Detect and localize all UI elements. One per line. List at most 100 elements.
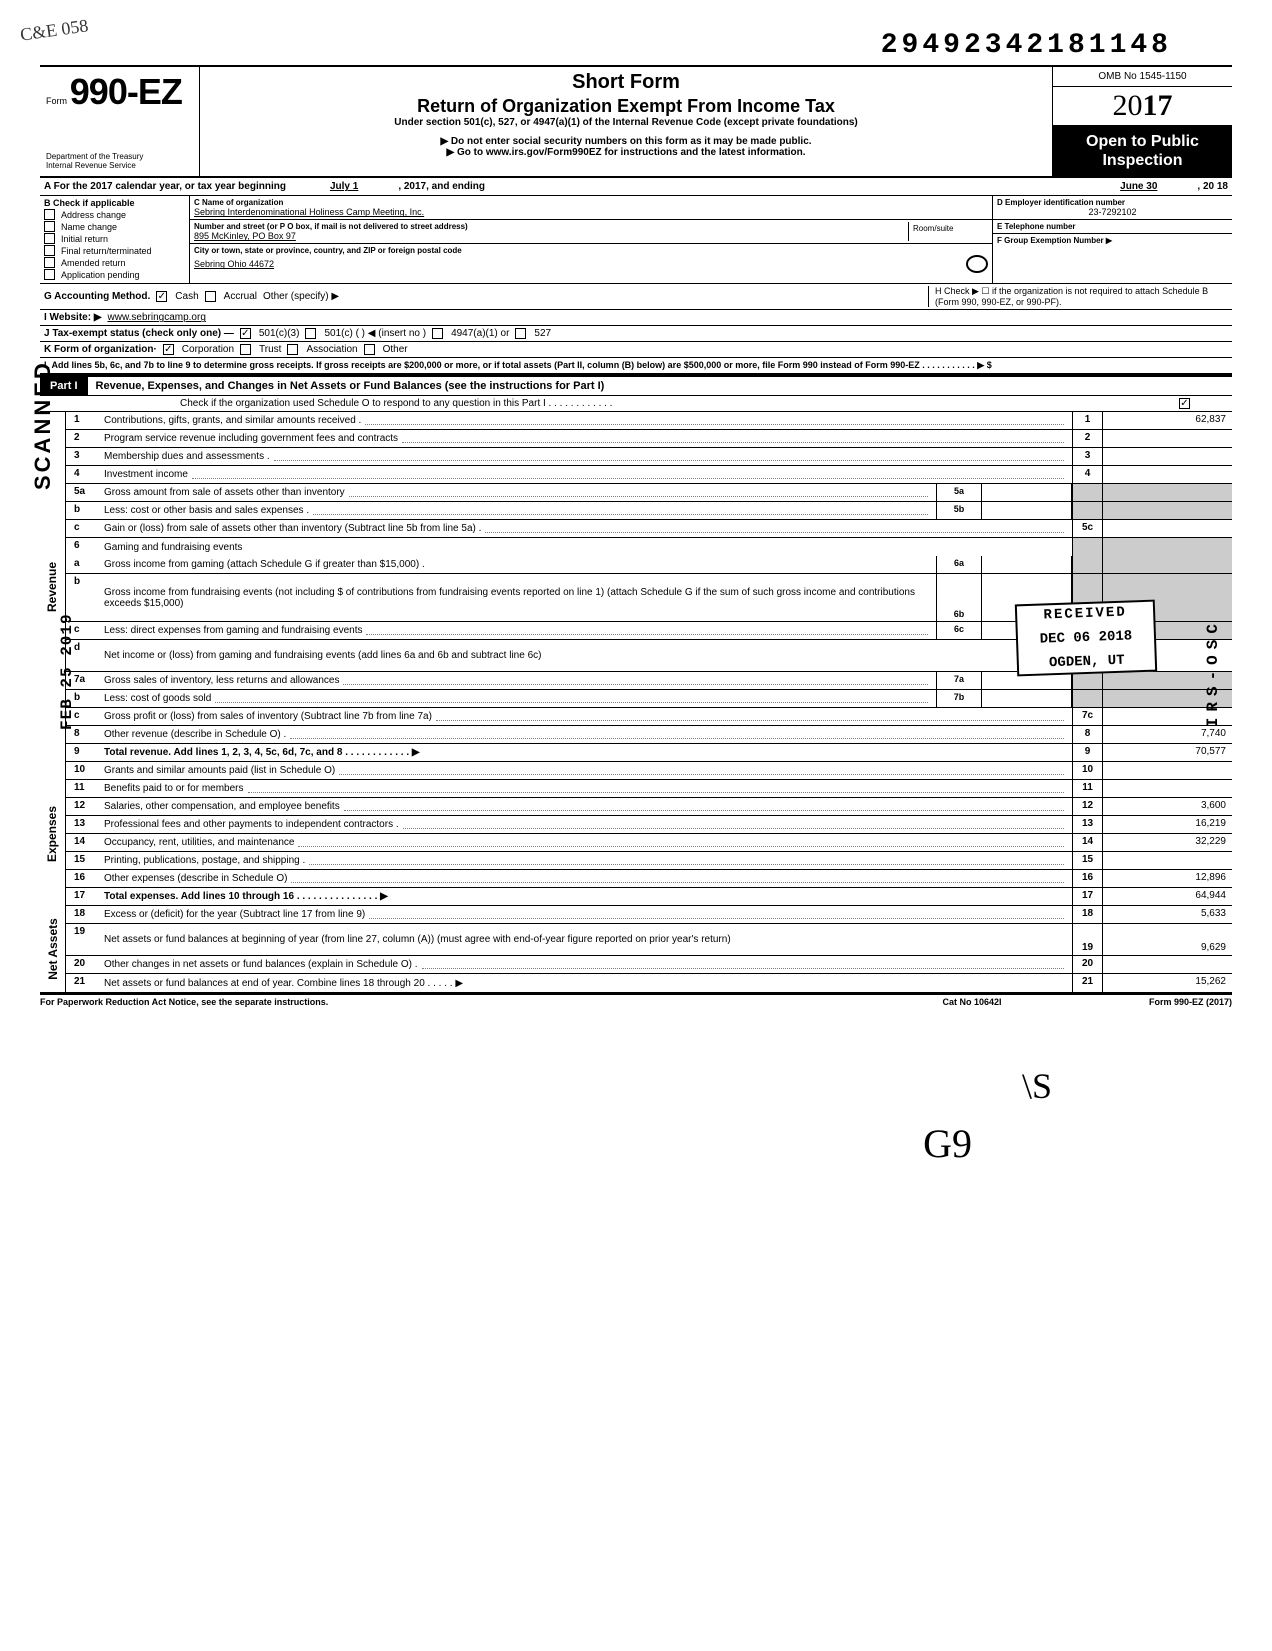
ssn-notice: ▶ Do not enter social security numbers o… bbox=[210, 136, 1042, 147]
line-3-desc: Membership dues and assessments . bbox=[104, 451, 270, 462]
l-text: L Add lines 5b, 6c, and 7b to line 9 to … bbox=[44, 360, 992, 371]
527-label: 527 bbox=[534, 328, 551, 339]
line-14-val: 32,229 bbox=[1102, 834, 1232, 851]
chk-app-pending[interactable]: Application pending bbox=[61, 270, 140, 280]
chk-accrual[interactable] bbox=[205, 291, 216, 302]
line-13-num: 13 bbox=[66, 816, 100, 833]
line-21-box: 21 bbox=[1072, 974, 1102, 992]
line-21-val: 15,262 bbox=[1102, 974, 1232, 992]
addr-label: Number and street (or P O box, if mail i… bbox=[194, 222, 908, 231]
line-2-val bbox=[1102, 430, 1232, 447]
b-header: B Check if applicable bbox=[44, 198, 185, 208]
line-6a-shade bbox=[1072, 556, 1102, 573]
line-19-num: 19 bbox=[66, 924, 100, 955]
line-6c-desc: Less: direct expenses from gaming and fu… bbox=[104, 625, 362, 636]
city-label: City or town, state or province, country… bbox=[194, 246, 988, 255]
line-8-box: 8 bbox=[1072, 726, 1102, 743]
chk-amended[interactable]: Amended return bbox=[61, 258, 126, 268]
corp-label: Corporation bbox=[182, 344, 234, 355]
scan-date-stamp: FEB 25 2019 bbox=[58, 613, 76, 730]
schedule-o-text: Check if the organization used Schedule … bbox=[180, 398, 1173, 409]
k-label: K Form of organization· bbox=[44, 344, 157, 355]
form-title: Return of Organization Exempt From Incom… bbox=[210, 96, 1042, 117]
website-value: www.sebringcamp.org bbox=[108, 312, 206, 323]
chk-initial-return[interactable]: Initial return bbox=[61, 234, 108, 244]
line-14-num: 14 bbox=[66, 834, 100, 851]
line-18-desc: Excess or (deficit) for the year (Subtra… bbox=[104, 909, 365, 920]
hand-circle bbox=[966, 255, 988, 273]
line-8-val: 7,740 bbox=[1102, 726, 1232, 743]
line-10-box: 10 bbox=[1072, 762, 1102, 779]
line-7a-desc: Gross sales of inventory, less returns a… bbox=[104, 675, 339, 686]
line-7c-desc: Gross profit or (loss) from sales of inv… bbox=[104, 711, 432, 722]
chk-501c-other[interactable] bbox=[305, 328, 316, 339]
scanned-stamp: SCANNED bbox=[30, 360, 56, 490]
line-5b-num: b bbox=[66, 502, 100, 519]
revenue-section: Revenue 1Contributions, gifts, grants, a… bbox=[40, 412, 1232, 762]
line-11-val bbox=[1102, 780, 1232, 797]
chk-name-change[interactable]: Name change bbox=[61, 222, 117, 232]
501c-other-label: 501(c) ( ) ◀ (insert no ) bbox=[324, 328, 426, 339]
h-check-text: H Check ▶ ☐ if the organization is not r… bbox=[928, 286, 1228, 307]
line-5b-desc: Less: cost or other basis and sales expe… bbox=[104, 505, 309, 516]
line-5a-mval bbox=[982, 484, 1072, 501]
501c3-label: 501(c)(3) bbox=[259, 328, 300, 339]
line-6a-desc: Gross income from gaming (attach Schedul… bbox=[104, 559, 425, 570]
line-6b-desc: Gross income from fundraising events (no… bbox=[104, 587, 932, 609]
row-j-tax-status: J Tax-exempt status (check only one) — 5… bbox=[40, 326, 1232, 342]
chk-association[interactable] bbox=[287, 344, 298, 355]
line-7a-mbox: 7a bbox=[936, 672, 982, 689]
line-2-desc: Program service revenue including govern… bbox=[104, 433, 398, 444]
line-5a-mbox: 5a bbox=[936, 484, 982, 501]
chk-address-change[interactable]: Address change bbox=[61, 210, 126, 220]
chk-other-org[interactable] bbox=[364, 344, 375, 355]
tax-year-end: June 30 bbox=[1120, 181, 1157, 192]
line-5c-num: c bbox=[66, 520, 100, 537]
line-2-box: 2 bbox=[1072, 430, 1102, 447]
row-a-label: A For the 2017 calendar year, or tax yea… bbox=[44, 181, 286, 192]
handwritten-g9: G9 bbox=[923, 1120, 972, 1167]
document-locator-number: 29492342181148 bbox=[40, 30, 1232, 61]
j-label: J Tax-exempt status (check only one) — bbox=[44, 328, 234, 339]
chk-schedule-o[interactable] bbox=[1179, 398, 1190, 409]
line-11-num: 11 bbox=[66, 780, 100, 797]
chk-cash[interactable] bbox=[156, 291, 167, 302]
line-9-num: 9 bbox=[66, 744, 100, 761]
line-3-num: 3 bbox=[66, 448, 100, 465]
chk-527[interactable] bbox=[515, 328, 526, 339]
chk-4947[interactable] bbox=[432, 328, 443, 339]
line-7b-shade bbox=[1072, 690, 1102, 707]
chk-corporation[interactable] bbox=[163, 344, 174, 355]
line-17-num: 17 bbox=[66, 888, 100, 905]
d-label: D Employer identification number bbox=[997, 198, 1228, 207]
paperwork-notice: For Paperwork Reduction Act Notice, see … bbox=[40, 997, 872, 1007]
chk-trust[interactable] bbox=[240, 344, 251, 355]
line-3-val bbox=[1102, 448, 1232, 465]
line-5b-shade-val bbox=[1102, 502, 1232, 519]
line-20-desc: Other changes in net assets or fund bala… bbox=[104, 959, 418, 970]
irs-osc-stamp: IRS-OSC bbox=[1204, 618, 1222, 727]
line-16-val: 12,896 bbox=[1102, 870, 1232, 887]
received-stamp: RECEIVED DEC 06 2018 OGDEN, UT bbox=[1015, 600, 1157, 677]
line-5c-val bbox=[1102, 520, 1232, 537]
line-14-box: 14 bbox=[1072, 834, 1102, 851]
line-14-desc: Occupancy, rent, utilities, and maintena… bbox=[104, 837, 294, 848]
handwritten-slash-s: \S bbox=[1022, 1065, 1052, 1107]
row-k-form-org: K Form of organization· Corporation Trus… bbox=[40, 342, 1232, 358]
line-21-desc: Net assets or fund balances at end of ye… bbox=[104, 978, 463, 989]
line-16-num: 16 bbox=[66, 870, 100, 887]
line-5c-desc: Gain or (loss) from sale of assets other… bbox=[104, 523, 481, 534]
line-15-num: 15 bbox=[66, 852, 100, 869]
line-7b-desc: Less: cost of goods sold bbox=[104, 693, 211, 704]
line-17-desc: Total expenses. Add lines 10 through 16 … bbox=[104, 891, 388, 902]
short-form-label: Short Form bbox=[210, 71, 1042, 94]
chk-final-return[interactable]: Final return/terminated bbox=[61, 246, 152, 256]
form-header: Form 990-EZ Department of the Treasury I… bbox=[40, 65, 1232, 178]
i-label: I Website: ▶ bbox=[44, 312, 102, 323]
line-5a-shade-val bbox=[1102, 484, 1232, 501]
ein-value: 23-7292102 bbox=[997, 207, 1228, 217]
line-6d-desc: Net income or (loss) from gaming and fun… bbox=[104, 650, 541, 661]
chk-501c3[interactable] bbox=[240, 328, 251, 339]
line-7c-box: 7c bbox=[1072, 708, 1102, 725]
website-notice: ▶ Go to www.irs.gov/Form990EZ for instru… bbox=[210, 147, 1042, 158]
